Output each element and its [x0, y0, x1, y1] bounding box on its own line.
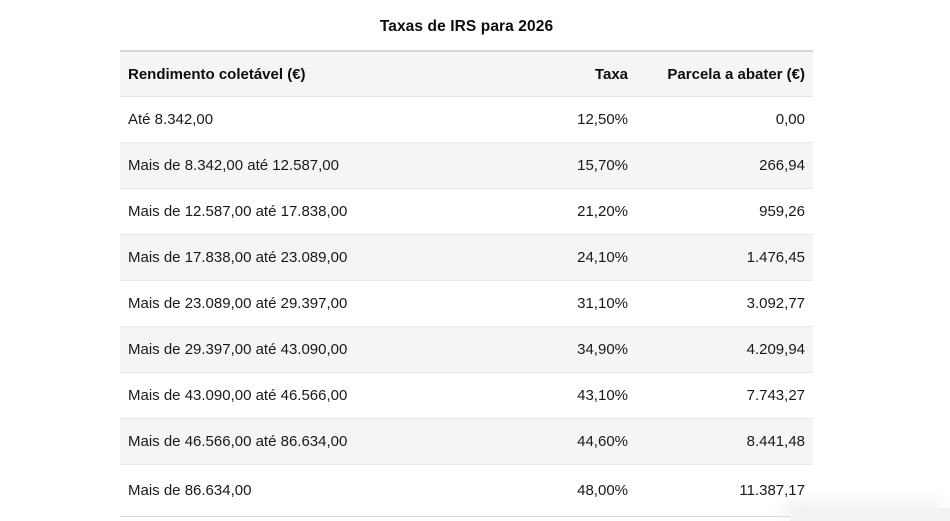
- table-row: Mais de 29.397,00 até 43.090,00 34,90% 4…: [120, 326, 813, 373]
- table-row: Mais de 43.090,00 até 46.566,00 43,10% 7…: [120, 372, 813, 419]
- deduction-cell: 1.476,45: [636, 234, 813, 281]
- header-rate-column: Taxa: [460, 50, 636, 97]
- deduction-cell: 0,00: [775, 111, 805, 128]
- income-cell: Mais de 86.634,00: [120, 464, 460, 517]
- income-cell: Mais de 12.587,00 até 17.838,00: [120, 188, 460, 235]
- irs-rates-table: Rendimento coletável (€) Taxa Parcela a …: [120, 50, 813, 517]
- deduction-cell: 8.441,48: [636, 418, 813, 465]
- rate-cell: 15,70%: [460, 142, 636, 189]
- table-row: Mais de 23.089,00 até 29.397,00 31,10% 3…: [120, 280, 813, 327]
- deduction-cell: 4.209,94: [636, 326, 813, 373]
- deduction-cell: 11.387,17: [636, 464, 813, 517]
- income-cell: Mais de 17.838,00 até 23.089,00: [120, 234, 460, 281]
- table-row: Mais de 86.634,00 48,00% 11.387,17: [120, 464, 813, 517]
- rate-cell: 34,90%: [460, 326, 636, 373]
- deduction-cell: 959,26: [636, 188, 813, 235]
- income-cell: Mais de 46.566,00 até 86.634,00: [120, 418, 460, 465]
- table-row: Até 8.342,00 12,50% 0,00: [120, 97, 813, 143]
- income-cell: Mais de 43.090,00 até 46.566,00: [120, 372, 460, 419]
- table-row: Mais de 12.587,00 até 17.838,00 21,20% 9…: [120, 188, 813, 235]
- header-income-column: Rendimento coletável (€): [120, 50, 460, 97]
- income-cell: Mais de 8.342,00 até 12.587,00: [120, 142, 460, 189]
- income-cell: Mais de 23.089,00 até 29.397,00: [120, 280, 460, 327]
- deduction-cell: 266,94: [636, 142, 813, 189]
- table-row: Mais de 8.342,00 até 12.587,00 15,70% 26…: [120, 142, 813, 189]
- deduction-cell: 7.743,27: [636, 372, 813, 419]
- table-header-row: Rendimento coletável (€) Taxa Parcela a …: [120, 50, 813, 97]
- rate-cell: 43,10%: [460, 372, 636, 419]
- income-cell: Até 8.342,00: [128, 111, 214, 128]
- rate-cell: 44,60%: [460, 418, 636, 465]
- bottom-right-overlay: [790, 508, 950, 521]
- rate-cell: 21,20%: [460, 188, 636, 235]
- rate-cell: 24,10%: [460, 234, 636, 281]
- page-title: Taxas de IRS para 2026: [379, 18, 554, 35]
- table-row: Mais de 46.566,00 até 86.634,00 44,60% 8…: [120, 418, 813, 465]
- income-cell: Mais de 29.397,00 até 43.090,00: [120, 326, 460, 373]
- rate-cell: 31,10%: [460, 280, 636, 327]
- deduction-cell: 3.092,77: [636, 280, 813, 327]
- rate-cell: 12,50%: [577, 111, 628, 128]
- rate-cell: 48,00%: [460, 464, 636, 517]
- header-deduction-column: Parcela a abater (€): [636, 50, 813, 97]
- table-row: Mais de 17.838,00 até 23.089,00 24,10% 1…: [120, 234, 813, 281]
